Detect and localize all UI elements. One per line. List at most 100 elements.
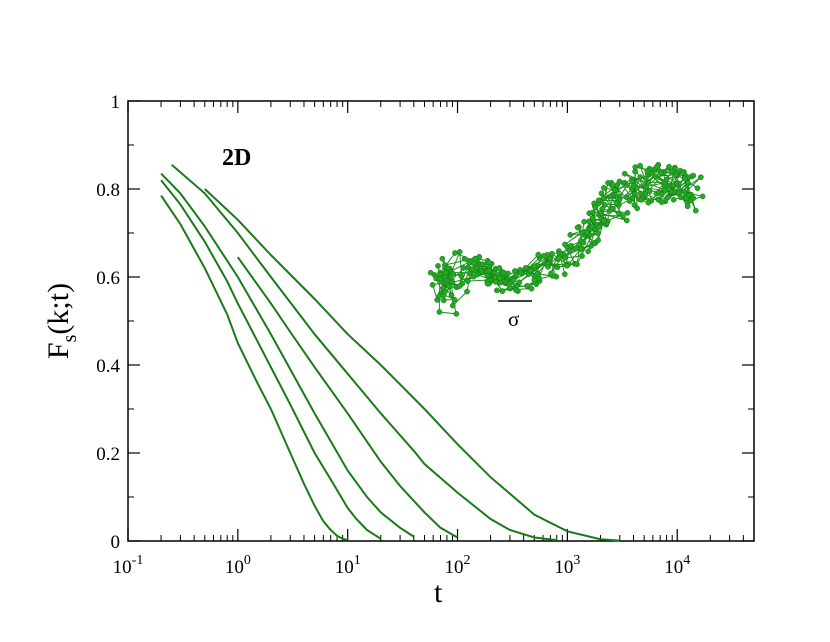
polymer-bead	[585, 248, 591, 255]
polymer-bead	[456, 249, 463, 255]
polymer-bead	[474, 264, 481, 271]
polymer-bead	[535, 251, 542, 258]
polymer-bead	[670, 182, 676, 189]
polymer-bead	[564, 262, 570, 269]
polymer-bead	[562, 241, 568, 248]
polymer-bead	[664, 194, 671, 201]
polymer-bead	[496, 265, 503, 271]
polymer-bead	[600, 195, 607, 201]
polymer-bead	[609, 182, 616, 188]
polymer-bead	[464, 278, 471, 284]
polymer-bead	[684, 203, 691, 210]
polymer-bead	[451, 296, 458, 303]
polymer-bead	[630, 183, 637, 189]
polymer-bead	[522, 265, 529, 271]
polymer-bead	[586, 218, 592, 225]
polymer-bead	[680, 169, 687, 176]
polymer-bead	[545, 263, 551, 270]
polymer-bead	[612, 187, 618, 194]
polymer-bead	[531, 263, 538, 270]
polymer-bead	[436, 309, 443, 315]
polymer-bead	[567, 232, 574, 238]
polymer-bead	[685, 180, 691, 186]
polymer-bead	[499, 288, 506, 294]
polymer-bead	[601, 217, 607, 224]
polymer-bead	[624, 182, 630, 188]
y-axis-title: Fs(k;t)	[42, 283, 81, 359]
series-line-3	[160, 172, 415, 538]
polymer-bead	[579, 253, 585, 259]
polymer-bead	[448, 292, 455, 298]
polymer-bead	[598, 210, 604, 217]
polymer-bead	[694, 185, 701, 192]
polymer-bead	[602, 202, 608, 208]
polymer-bead	[517, 269, 524, 276]
polymer-bead	[445, 283, 452, 290]
polymer-bead	[528, 285, 535, 292]
y-tick-label: 1	[111, 92, 121, 113]
polymer-bead	[445, 265, 452, 272]
polymer-bead	[439, 255, 446, 262]
polymer-bead	[658, 199, 665, 205]
polymer-bead	[631, 191, 638, 198]
polymer-bead	[461, 255, 468, 262]
polymer-inset	[427, 161, 706, 317]
polymer-bead	[429, 281, 436, 288]
polymer-bead	[670, 196, 677, 203]
polymer-bead	[494, 287, 500, 294]
series-layer	[160, 164, 620, 542]
polymer-bead	[458, 273, 465, 280]
polymer-bead	[677, 194, 684, 201]
polymer-bead	[638, 196, 645, 203]
polymer-bead	[698, 174, 704, 181]
polymer-bead	[496, 275, 503, 282]
series-line-2	[160, 179, 382, 540]
polymer-bead	[642, 191, 649, 198]
polymer-bead	[568, 242, 574, 249]
polymer-bead	[516, 279, 523, 286]
y-axis-title-sub: s	[59, 334, 81, 342]
y-axis-title-main: F	[42, 342, 75, 359]
polymer-bead	[595, 237, 601, 244]
polymer-bead	[566, 247, 573, 254]
polymer-bead	[427, 269, 434, 276]
polymer-bead	[460, 265, 467, 271]
y-tick-label: 0.8	[96, 180, 120, 201]
polymer-bead	[478, 268, 485, 274]
polymer-bead	[440, 285, 447, 291]
series-line-1	[160, 195, 348, 542]
series-line-5	[171, 164, 557, 542]
polymer-bead	[690, 172, 697, 179]
polymer-bead	[453, 311, 460, 317]
polymer-bead	[589, 223, 595, 230]
polymer-bead	[669, 168, 675, 175]
polymer-bead	[435, 263, 441, 269]
annotation-2d: 2D	[222, 145, 251, 171]
polymer-bead	[450, 270, 457, 277]
y-tick-label: 0.6	[96, 268, 120, 289]
polymer-bead	[589, 215, 596, 222]
polymer-bead	[626, 198, 633, 204]
polymer-bead	[524, 282, 531, 289]
polymer-bead	[484, 280, 491, 287]
polymer-bead	[456, 283, 463, 289]
x-axis-title: t	[434, 576, 443, 609]
y-tick-label: 0.4	[96, 356, 120, 377]
polymer-bead	[469, 266, 476, 273]
polymer-bead	[513, 287, 519, 293]
polymer-bead	[527, 267, 534, 274]
polymer-bead	[657, 169, 664, 176]
polymer-bead	[581, 218, 587, 225]
polymer-bead	[672, 171, 679, 178]
polymer-bead	[472, 255, 478, 262]
axis-ticks	[127, 100, 755, 542]
polymer-bead	[646, 188, 653, 195]
polymer-bead	[466, 270, 473, 277]
polymer-bead	[653, 164, 660, 170]
polymer-bead	[682, 175, 689, 182]
polymer-bead	[644, 168, 651, 174]
polymer-bead	[584, 229, 590, 236]
polymer-bead	[540, 253, 547, 259]
polymer-bead	[624, 210, 631, 216]
